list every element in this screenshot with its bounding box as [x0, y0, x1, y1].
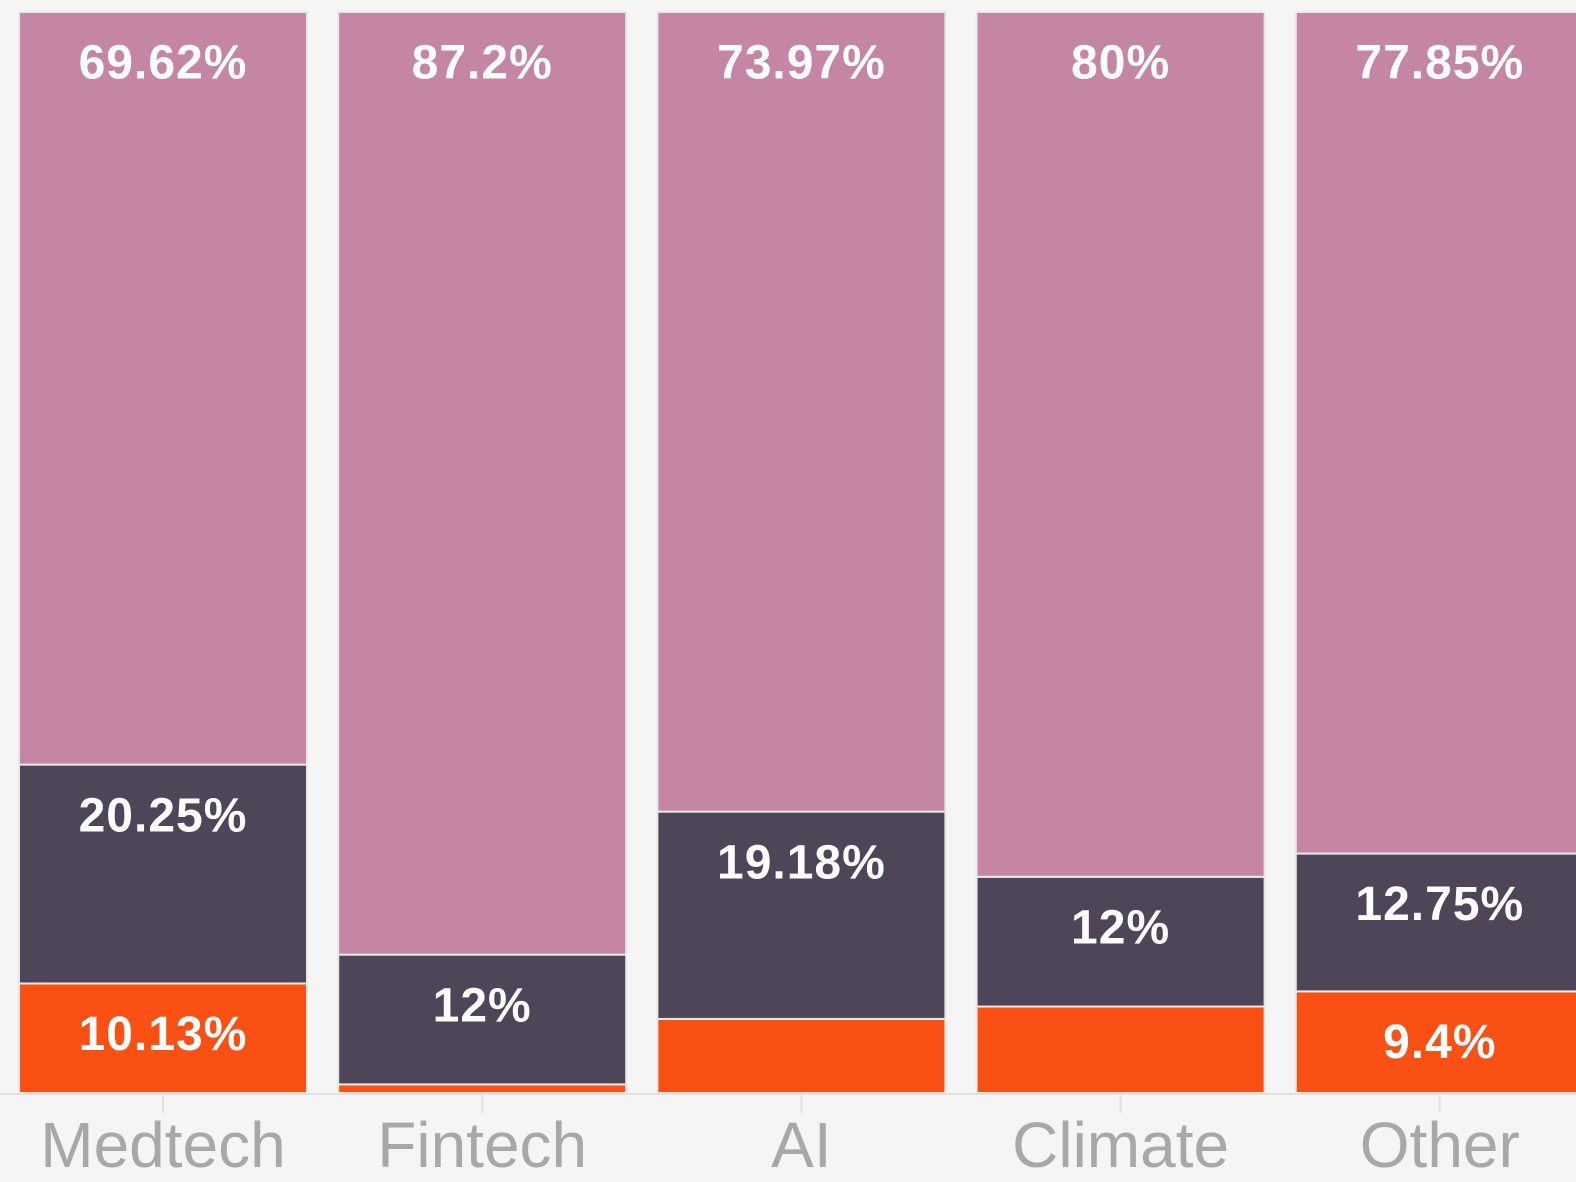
bar-segment — [1294, 11, 1576, 855]
value-label: 9.4% — [1383, 1016, 1496, 1069]
bar-segment — [337, 1083, 628, 1095]
bar-segment — [337, 953, 628, 1086]
x-tick-label: Fintech — [377, 1109, 587, 1181]
bar-segment — [18, 11, 308, 766]
value-label: 80% — [1071, 37, 1170, 90]
x-tick-label: AI — [771, 1109, 831, 1181]
value-label: 12% — [433, 979, 532, 1032]
bar-segment — [18, 982, 308, 1094]
x-tick-label: Other — [1360, 1109, 1520, 1181]
value-label: 10.13% — [79, 1008, 248, 1061]
value-label: 12% — [1071, 901, 1170, 954]
bar-segment — [975, 11, 1266, 878]
bar-segment — [975, 1005, 1266, 1095]
value-label: 87.2% — [412, 37, 553, 90]
value-label: 19.18% — [717, 836, 886, 889]
bar-segment — [656, 1017, 947, 1094]
value-label: 73.97% — [717, 37, 886, 90]
value-label: 77.85% — [1355, 37, 1524, 90]
bar-segment — [1294, 990, 1576, 1094]
bar-segment — [975, 875, 1266, 1008]
bar-segment — [656, 11, 947, 813]
value-label: 20.25% — [79, 789, 248, 842]
bar-segment — [1294, 852, 1576, 993]
value-label: 69.62% — [79, 37, 248, 90]
x-tick-label: Climate — [1012, 1109, 1229, 1181]
x-tick-label: Medtech — [40, 1109, 285, 1181]
bar-segment — [337, 11, 628, 956]
value-label: 12.75% — [1355, 878, 1524, 931]
